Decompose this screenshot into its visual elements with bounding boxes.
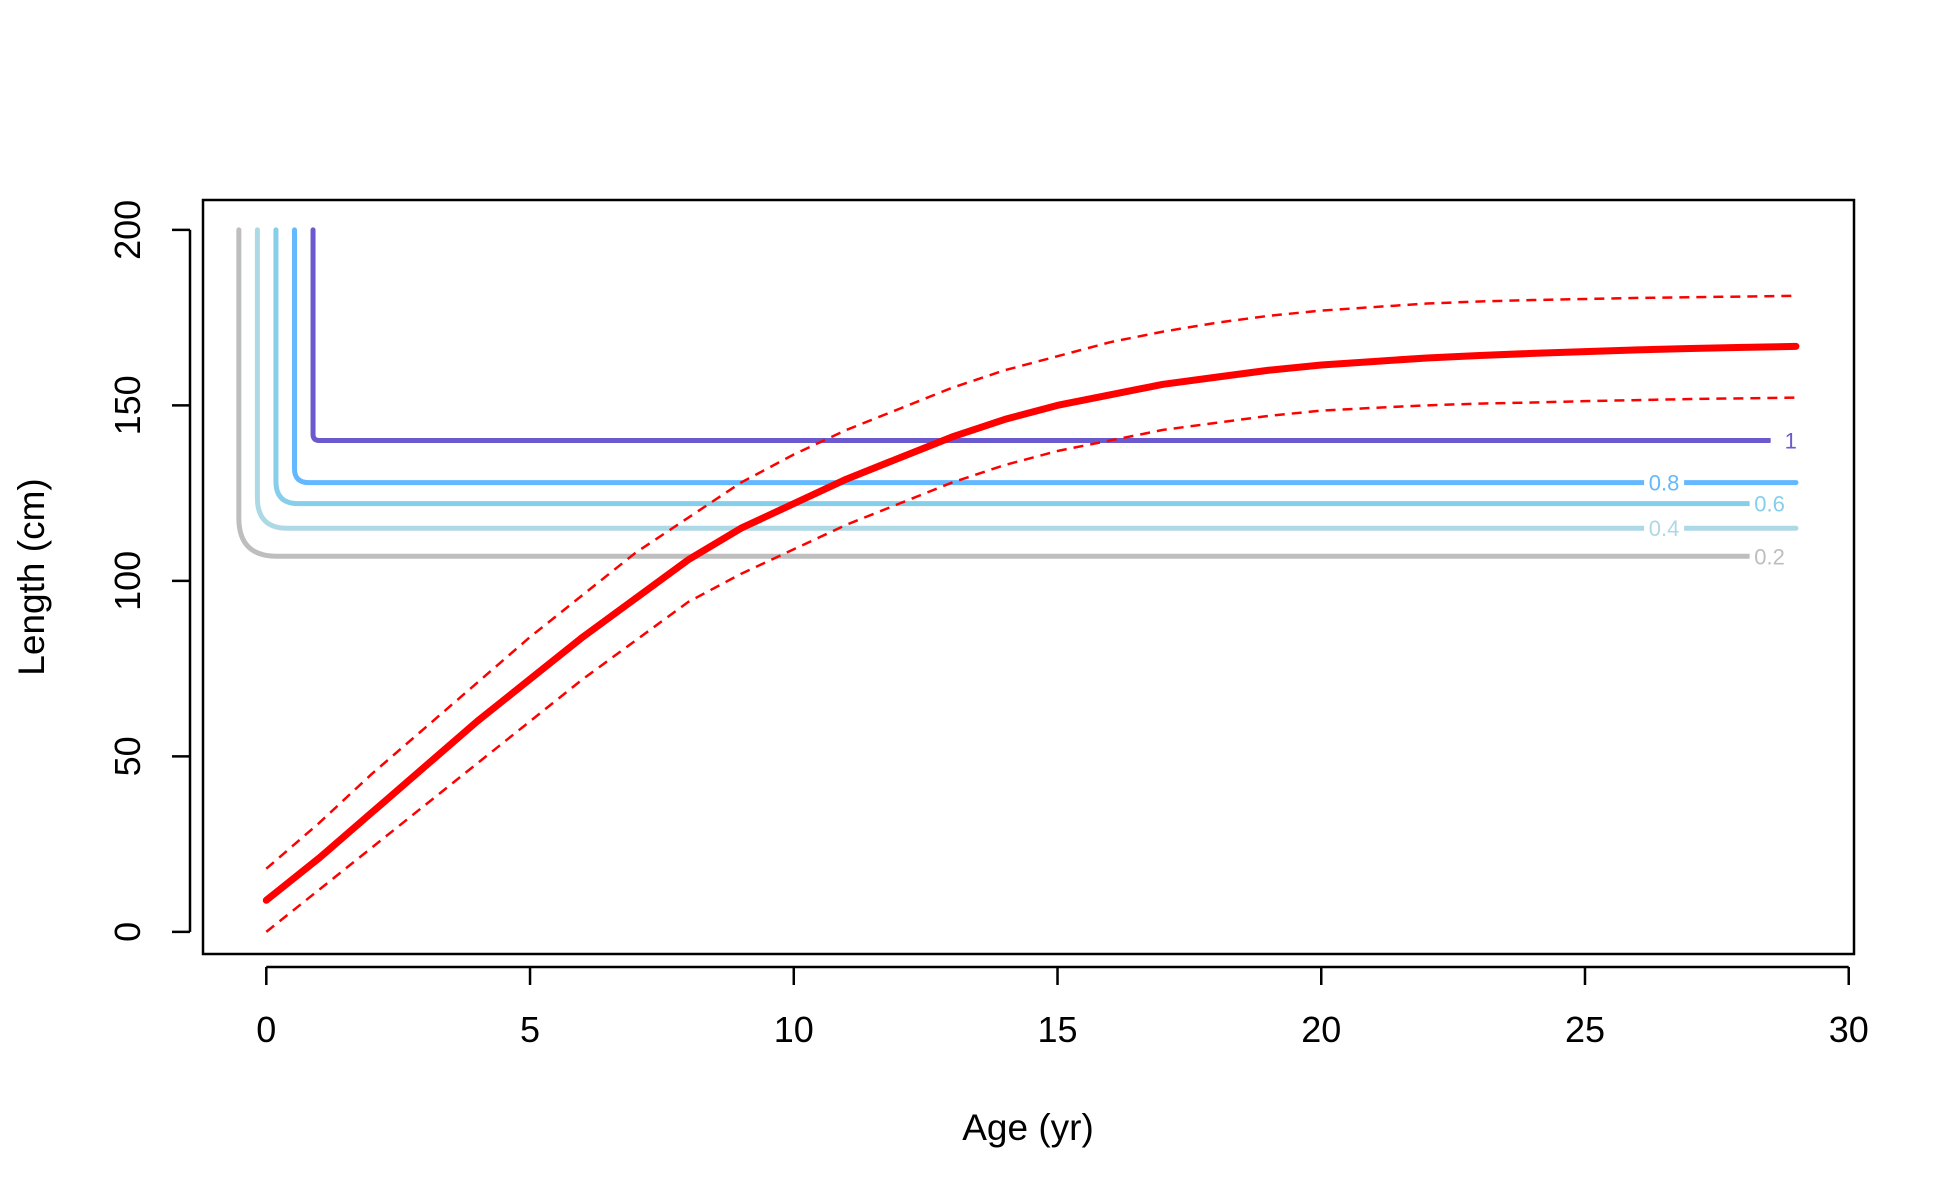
contour-label: 0.8 (1649, 471, 1680, 496)
x-tick-label: 25 (1565, 1009, 1605, 1050)
contour-label: 0.4 (1649, 516, 1680, 541)
lower-interval-line (265, 396, 1796, 933)
contour-line (236, 227, 1757, 559)
x-tick-label: 15 (1037, 1009, 1077, 1050)
contour-label: 1 (1785, 428, 1797, 453)
x-axis: 0 5 10 15 20 25 30 (256, 965, 1869, 1050)
contour-line (254, 227, 1799, 531)
contour-labels: 1 0.8 0.6 0.4 0.2 (1644, 428, 1811, 569)
x-tick-label: 0 (256, 1009, 276, 1050)
contours-layer (236, 227, 1799, 559)
contour-label-bg (1749, 491, 1790, 516)
x-tick-label: 30 (1829, 1009, 1869, 1050)
curves-layer (262, 294, 1800, 933)
y-tick-label: 150 (107, 375, 148, 435)
contour-label-bg (1644, 470, 1685, 495)
upper-interval-line (265, 294, 1796, 870)
y-tick-label: 50 (107, 736, 148, 776)
contour-line (310, 227, 1773, 443)
y-tick-label: 0 (107, 922, 148, 942)
contour-label-bg (1749, 544, 1790, 569)
contour-label: 0.2 (1754, 544, 1785, 569)
y-axis-title: Length (cm) (11, 478, 52, 675)
growth-curve-line (262, 342, 1800, 904)
contour-line (291, 227, 1799, 486)
contour-label-bg (1770, 428, 1811, 453)
contour-line (273, 227, 1757, 507)
x-tick-label: 10 (774, 1009, 814, 1050)
x-axis-title: Age (yr) (962, 1107, 1094, 1148)
contour-label-bg (1644, 516, 1685, 541)
y-tick-label: 200 (107, 200, 148, 260)
x-tick-label: 20 (1301, 1009, 1341, 1050)
x-tick-label: 5 (520, 1009, 540, 1050)
plot-frame (201, 198, 1856, 956)
y-tick-label: 100 (107, 551, 148, 611)
contour-label: 0.6 (1754, 492, 1785, 517)
y-axis: 0 50 100 150 200 (107, 200, 192, 942)
